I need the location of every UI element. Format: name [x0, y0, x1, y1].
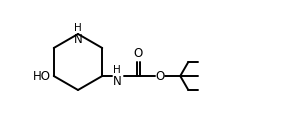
Text: N: N	[74, 33, 82, 46]
Text: H: H	[74, 23, 82, 33]
Text: O: O	[156, 69, 165, 83]
Text: O: O	[134, 47, 143, 60]
Text: N: N	[113, 75, 122, 88]
Text: H: H	[113, 65, 121, 75]
Text: HO: HO	[33, 69, 51, 83]
